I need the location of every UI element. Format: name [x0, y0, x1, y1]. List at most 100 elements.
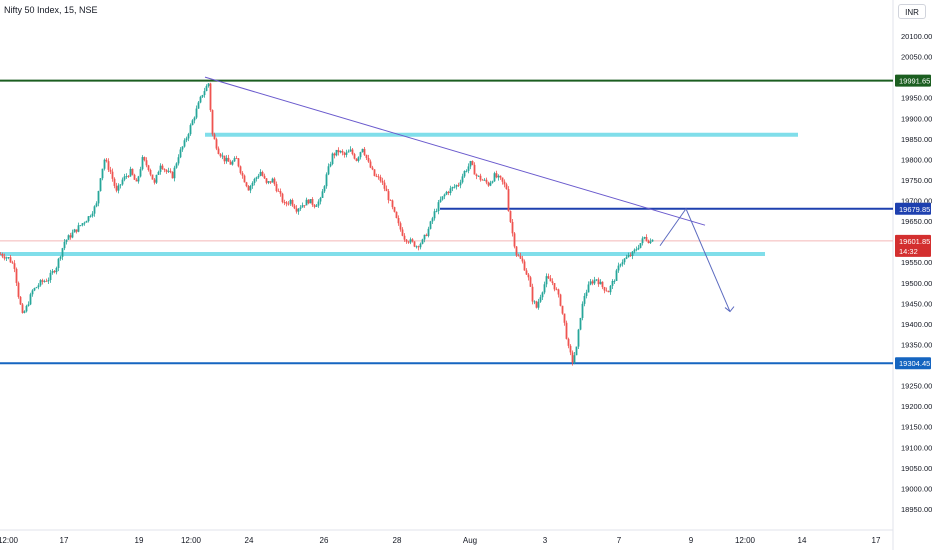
candle-body — [397, 217, 400, 224]
y-tick-label: 19500.00 — [901, 279, 932, 288]
candle-body — [1, 254, 4, 257]
candle-body — [453, 186, 456, 188]
candle-body — [133, 174, 136, 180]
drawings — [204, 76, 735, 313]
candle-body — [243, 175, 246, 183]
candle-body — [323, 186, 326, 192]
candle-body — [15, 268, 18, 283]
candle-body — [135, 179, 138, 182]
candle-body — [381, 180, 384, 183]
candle-body — [443, 194, 446, 197]
candle-body — [259, 171, 262, 176]
candle-body — [601, 281, 604, 288]
x-tick-label: 24 — [245, 536, 254, 545]
price-label-time: 14:32 — [899, 247, 918, 256]
candle-body — [581, 303, 584, 318]
candle-body — [477, 175, 480, 177]
y-tick-label: 19550.00 — [901, 258, 932, 267]
candle-body — [11, 262, 14, 264]
candle-body — [223, 155, 226, 162]
candle-body — [101, 168, 104, 179]
candle-body — [421, 239, 424, 244]
price-label-bg-level-low — [895, 357, 931, 370]
candle-body — [633, 249, 636, 252]
candle-body — [311, 199, 314, 205]
candle-body — [169, 170, 172, 172]
candle-body — [273, 178, 276, 185]
candle-body — [535, 301, 538, 308]
candle-body — [345, 152, 348, 155]
y-tick-label: 19950.00 — [901, 94, 932, 103]
candle-body — [211, 110, 214, 135]
candle-body — [471, 161, 474, 165]
x-tick-label: 17 — [60, 536, 69, 545]
candle-body — [375, 175, 378, 177]
candle-body — [409, 239, 412, 243]
candle-body — [525, 270, 528, 275]
candle-body — [395, 211, 398, 218]
candle-body — [621, 262, 624, 265]
candle-body — [141, 157, 144, 170]
candle-body — [285, 202, 288, 204]
candle-body — [465, 170, 468, 172]
candle-body — [589, 281, 592, 285]
candle-body — [149, 170, 152, 175]
price-label-bg-current-price — [895, 234, 931, 257]
candle-body — [59, 256, 62, 259]
candle-body — [163, 168, 166, 170]
candle-body — [455, 185, 458, 187]
candle-body — [433, 211, 436, 219]
candle-body — [393, 207, 396, 212]
candle-body — [483, 179, 486, 181]
candle-body — [301, 205, 304, 208]
candle-body — [153, 179, 156, 183]
candle-body — [87, 216, 90, 222]
candle-body — [325, 174, 328, 187]
candle-body — [29, 294, 32, 305]
candle-body — [99, 178, 102, 192]
currency-button[interactable]: INR — [898, 4, 926, 19]
candle-body — [225, 157, 228, 162]
candle-body — [445, 191, 448, 195]
x-tick-label: 17 — [872, 536, 881, 545]
candle-body — [107, 161, 110, 170]
price-label-level-low: 19304.45 — [899, 359, 930, 368]
candle-body — [441, 196, 444, 200]
y-tick-label: 19400.00 — [901, 320, 932, 329]
candle-body — [529, 277, 532, 287]
candle-body — [195, 108, 198, 118]
candle-body — [251, 182, 254, 186]
candle-body — [575, 346, 578, 356]
candle-body — [615, 270, 618, 281]
candle-body — [283, 202, 286, 203]
candle-body — [503, 181, 506, 185]
candle-body — [281, 193, 284, 203]
candle-body — [183, 140, 186, 147]
candle-body — [31, 290, 34, 295]
candle-body — [237, 158, 240, 167]
y-tick-label: 19900.00 — [901, 114, 932, 123]
candle-body — [427, 228, 430, 236]
y-tick-label: 20050.00 — [901, 53, 932, 62]
candle-body — [71, 232, 74, 238]
x-tick-label: 12:00 — [181, 536, 202, 545]
candle-body — [499, 175, 502, 178]
candle-body — [305, 199, 308, 206]
candle-body — [511, 221, 514, 234]
candle-body — [417, 246, 420, 248]
price-label-bg-level-mid — [895, 202, 931, 215]
candle-body — [175, 163, 178, 168]
candle-body — [277, 190, 280, 192]
candle-body — [563, 313, 566, 323]
candle-body — [159, 165, 162, 172]
candle-body — [13, 263, 16, 269]
candle-body — [423, 234, 426, 240]
candle-body — [257, 175, 260, 178]
candle-body — [623, 258, 626, 263]
candle-body — [569, 345, 572, 353]
candle-body — [147, 165, 150, 171]
candle-body — [387, 191, 390, 201]
candle-body — [359, 152, 362, 158]
